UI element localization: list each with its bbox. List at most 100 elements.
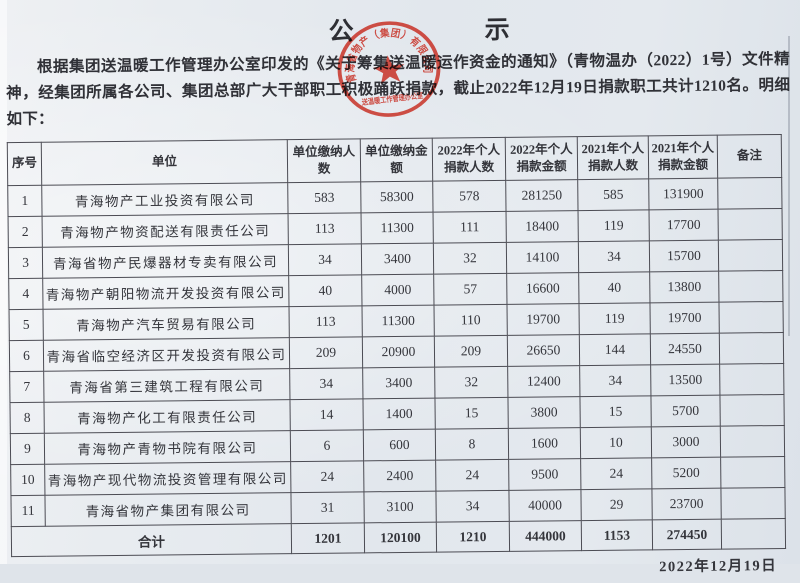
cell-remark <box>717 177 783 210</box>
cell-value: 57 <box>433 273 507 306</box>
total-value: 1210 <box>436 521 510 553</box>
cell-value: 14 <box>289 398 364 431</box>
cell-value: 3400 <box>362 367 435 399</box>
cell-company-name: 青海省物产民爆器材专卖有限公司 <box>42 244 289 279</box>
cell-value: 1600 <box>508 427 581 460</box>
cell-company-name: 青海物产物资配送有限责任公司 <box>42 213 289 248</box>
total-label: 合计 <box>11 523 292 557</box>
total-value: 1201 <box>291 522 365 554</box>
cell-value: 15700 <box>649 240 719 272</box>
cell-value: 40 <box>288 274 362 307</box>
cell-remark <box>719 394 785 427</box>
cell-value: 15 <box>434 397 509 430</box>
column-header: 单位缴纳金额 <box>360 138 433 182</box>
cell-value: 110 <box>433 304 508 337</box>
column-header: 序号 <box>7 142 42 186</box>
cell-company-name: 青海物产化工有限责任公司 <box>43 399 291 434</box>
cell-index: 5 <box>9 309 44 341</box>
cell-index: 8 <box>9 402 45 434</box>
cell-remark <box>719 332 784 365</box>
cell-remark <box>718 239 783 272</box>
cell-value: 131900 <box>648 178 719 210</box>
cell-value: 23700 <box>651 488 722 520</box>
cell-value: 34 <box>289 367 363 400</box>
cell-remark <box>719 363 784 396</box>
cell-value: 8 <box>435 428 509 461</box>
cell-index: 9 <box>10 433 45 465</box>
cell-remark <box>718 301 784 334</box>
cell-remark <box>718 208 783 241</box>
cell-value: 3100 <box>363 491 437 523</box>
cell-value: 40000 <box>508 489 582 522</box>
cell-value: 34 <box>579 364 651 397</box>
cell-value: 34 <box>578 240 650 273</box>
cell-remark <box>720 425 785 458</box>
cell-remark <box>720 456 785 489</box>
cell-company-name: 青海物产汽车贸易有限公司 <box>43 306 290 341</box>
cell-value: 13500 <box>650 364 720 396</box>
cell-index: 3 <box>8 247 43 279</box>
cell-value: 281250 <box>505 179 579 212</box>
cell-value: 19700 <box>506 303 580 336</box>
cell-value: 14100 <box>506 241 579 274</box>
column-header: 单位 <box>41 139 288 186</box>
cell-value: 31 <box>290 491 365 524</box>
cell-value: 11300 <box>361 305 435 337</box>
cell-remark <box>718 270 783 303</box>
cell-value: 29 <box>580 488 653 521</box>
cell-index: 11 <box>10 495 46 527</box>
cell-value: 578 <box>432 180 507 213</box>
cell-index: 10 <box>10 464 45 496</box>
cell-index: 4 <box>8 278 44 310</box>
cell-value: 119 <box>578 302 651 335</box>
cell-value: 5200 <box>651 457 721 489</box>
cell-value: 34 <box>288 243 362 276</box>
cell-value: 1400 <box>362 398 436 430</box>
total-value: 1153 <box>581 519 653 551</box>
cell-value: 5700 <box>650 395 721 427</box>
cell-value: 24550 <box>650 333 720 365</box>
column-header: 备注 <box>717 134 782 179</box>
total-value: 274450 <box>652 519 722 550</box>
cell-index: 1 <box>7 185 43 217</box>
cell-value: 9500 <box>508 458 581 491</box>
cell-value: 40 <box>578 271 650 304</box>
cell-index: 6 <box>9 340 44 372</box>
cell-value: 144 <box>579 333 651 366</box>
cell-value: 17700 <box>649 209 719 241</box>
intro-paragraph: 根据集团送温暖工作管理办公室印发的《关于筹集送温暖运作资金的通知》（青物温办（2… <box>6 50 791 129</box>
document-date: 2022年12月19日 <box>659 558 778 576</box>
cell-company-name: 青海省第三建筑工程有限公司 <box>43 368 290 403</box>
cell-value: 24 <box>580 457 652 490</box>
cell-value: 11300 <box>361 212 434 244</box>
cell-company-name: 青海省物产集团有限公司 <box>44 492 292 527</box>
title-char-right: 示 <box>484 16 511 45</box>
title-char-left: 公 <box>328 18 355 46</box>
cell-value: 113 <box>288 212 362 245</box>
cell-value: 34 <box>435 490 510 523</box>
cell-value: 209 <box>289 336 363 369</box>
cell-value: 32 <box>434 366 508 399</box>
cell-value: 10 <box>580 426 652 459</box>
paper-edge-line <box>788 36 790 336</box>
cell-value: 20900 <box>362 336 435 368</box>
cell-value: 3400 <box>361 243 434 275</box>
cell-value: 58300 <box>360 181 434 213</box>
cell-value: 113 <box>289 305 363 338</box>
cell-company-name: 青海物产青物书院有限公司 <box>44 430 291 465</box>
donation-table: 序号 单位 单位缴纳人数 单位缴纳金额 2022年个人捐款人数 2022年个人捐款金额 20… <box>7 134 786 557</box>
cell-value: 119 <box>578 209 650 242</box>
cell-company-name: 青海物产工业投资有限公司 <box>41 182 289 217</box>
cell-index: 2 <box>8 216 43 248</box>
cell-company-name: 青海省临空经济区开发投资有限公司 <box>43 337 290 372</box>
total-value: 444000 <box>509 520 582 552</box>
cell-value: 16600 <box>506 272 579 305</box>
cell-value: 209 <box>434 335 508 368</box>
page-title: 公 示 <box>27 7 800 51</box>
column-header: 2022年个人捐款人数 <box>432 137 506 182</box>
table-body: 1 青海物产工业投资有限公司 583 58300 578 281250 585 131900 2… <box>7 177 786 527</box>
document-sheet: 公 示 根据集团送温暖工作管理办公室印发的《关于筹集送温暖运作资金的通知》（青物… <box>5 4 795 583</box>
cell-value: 583 <box>287 181 362 214</box>
cell-value: 3000 <box>651 426 721 458</box>
